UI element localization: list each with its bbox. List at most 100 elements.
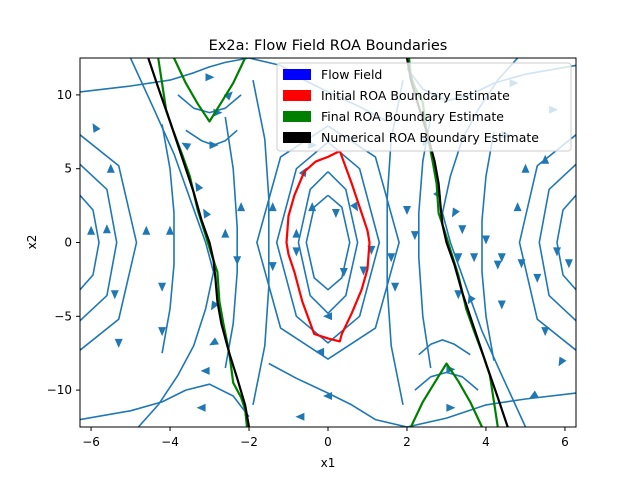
flow-arrow xyxy=(558,356,567,367)
flow-arrow xyxy=(387,253,396,263)
flow-arrow xyxy=(323,312,332,321)
flow-arrow xyxy=(564,259,573,269)
streamline-separatrix-flow xyxy=(129,58,215,273)
flow-arrow xyxy=(529,390,539,399)
flow-arrow xyxy=(268,262,277,272)
series-final-roa-boundary-estimate xyxy=(173,58,247,123)
streamline-side-flow xyxy=(224,116,238,369)
legend-label: Flow Field xyxy=(321,67,382,82)
flow-arrow xyxy=(470,253,479,263)
x-axis: −6 −4 −2 0 2 4 6 xyxy=(82,427,569,449)
flow-arrow xyxy=(102,224,111,234)
streamline-side-flow xyxy=(418,116,432,369)
legend-swatch xyxy=(283,69,311,80)
flow-arrow xyxy=(233,256,242,266)
flow-arrow xyxy=(211,300,219,311)
y-tick-label: −5 xyxy=(54,309,72,323)
flow-arrow xyxy=(339,268,348,277)
flow-arrow xyxy=(497,253,506,263)
series-numerical-roa-boundary-estimate xyxy=(147,58,251,427)
legend-swatch xyxy=(283,111,311,122)
flow-arrow xyxy=(209,141,219,150)
flow-arrow xyxy=(403,206,411,215)
x-tick-label: 4 xyxy=(482,435,490,449)
streamline-left-orbit xyxy=(80,163,118,322)
flow-arrow xyxy=(391,282,400,292)
streamline-bottom-flow xyxy=(418,339,471,356)
flow-arrow xyxy=(521,163,530,173)
y-tick-label: −10 xyxy=(47,383,72,397)
flow-arrow xyxy=(458,225,467,235)
flow-arrow xyxy=(196,403,206,412)
legend-label: Final ROA Boundary Estimate xyxy=(321,109,504,124)
y-tick-label: 5 xyxy=(64,162,72,176)
legend-swatch xyxy=(283,132,311,143)
streamline-right-orbit xyxy=(518,134,576,351)
streamline-bottom-flow xyxy=(80,383,250,421)
streamline-side-flow xyxy=(161,124,175,354)
streamline-right-orbit xyxy=(556,194,576,291)
flow-arrow xyxy=(110,290,119,300)
flow-arrow xyxy=(237,202,246,212)
legend-label: Initial ROA Boundary Estimate xyxy=(321,88,510,103)
flow-arrow xyxy=(158,282,167,292)
y-tick-label: 10 xyxy=(57,88,72,102)
x-tick-label: 0 xyxy=(324,435,332,449)
chart-title: Ex2a: Flow Field ROA Boundaries xyxy=(209,38,448,54)
y-axis: −10 −5 0 5 10 xyxy=(47,88,80,397)
y-tick-label: 0 xyxy=(64,236,72,250)
flow-arrow xyxy=(87,225,96,235)
x-tick-label: −2 xyxy=(240,435,258,449)
y-axis-label: x2 xyxy=(25,235,39,250)
flow-arrow xyxy=(454,253,463,263)
streamline-center-orbit xyxy=(305,194,351,291)
streamline-center-orbit xyxy=(275,141,381,344)
legend-swatch xyxy=(283,90,311,101)
flow-arrow xyxy=(203,208,212,219)
x-tick-label: 2 xyxy=(403,435,411,449)
flow-arrow xyxy=(451,207,460,218)
streamline-side-flow xyxy=(252,79,270,406)
legend-box xyxy=(276,62,572,152)
flow-arrow xyxy=(323,392,332,400)
flow-arrow xyxy=(493,260,502,270)
streamline-top-flow xyxy=(177,94,242,114)
streamline-left-orbit xyxy=(80,194,100,291)
flow-arrow xyxy=(106,163,115,173)
flow-arrow xyxy=(467,294,476,305)
streamline-separatrix-flow xyxy=(441,212,527,427)
x-axis-label: x1 xyxy=(321,456,336,470)
flow-arrow xyxy=(292,247,301,257)
flow-arrow xyxy=(482,235,490,245)
flow-arrow xyxy=(513,202,522,212)
flow-arrow xyxy=(209,337,219,346)
x-tick-label: −6 xyxy=(82,435,100,449)
flow-arrow xyxy=(142,225,151,235)
flow-arrow xyxy=(205,73,215,82)
flow-arrow xyxy=(541,154,550,164)
streamline-separatrix-flow xyxy=(137,271,215,427)
flow-arrow xyxy=(166,225,174,235)
flow-arrow xyxy=(158,327,167,337)
flow-arrow xyxy=(292,228,301,238)
flow-arrow xyxy=(553,247,561,257)
flow-arrow xyxy=(517,259,526,269)
flow-arrow xyxy=(221,228,230,238)
flow-arrow xyxy=(308,202,317,212)
series-initial-roa-boundary-estimate xyxy=(285,150,371,343)
legend-label: Numerical ROA Boundary Estimate xyxy=(321,130,539,145)
flow-arrow xyxy=(533,273,542,283)
x-tick-label: −4 xyxy=(161,435,179,449)
flow-arrow xyxy=(410,231,419,241)
flow-arrow xyxy=(350,201,359,212)
streamline-bottom-flow xyxy=(268,362,576,427)
flow-arrow xyxy=(359,266,368,276)
streamline-left-orbit xyxy=(80,134,138,351)
streamline-center-orbit xyxy=(297,171,359,315)
flow-arrow xyxy=(295,412,305,421)
flow-arrow xyxy=(315,347,325,356)
flow-arrow xyxy=(497,300,506,310)
flow-arrow xyxy=(223,91,233,101)
flow-arrow xyxy=(446,403,456,412)
